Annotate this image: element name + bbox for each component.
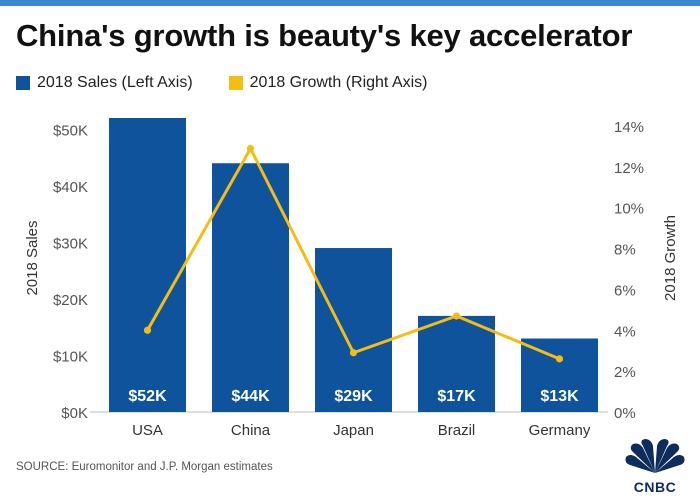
bar-value-label-germany: $13K [540,388,579,405]
x-tick-label-germany: Germany [529,422,591,439]
y-right-tick-label: 10% [614,201,644,218]
y-right-tick-label: 2% [614,364,636,381]
y-left-tick-label: $20K [53,292,88,309]
y-right-tick-label: 12% [614,160,644,177]
bar-value-label-japan: $29K [334,388,373,405]
y-left-axis-title: 2018 Sales [24,220,41,295]
logo-wordmark: CNBC [634,479,676,495]
legend-item-growth: 2018 Growth (Right Axis) [228,74,428,92]
chart-title: China's growth is beauty's key accelerat… [16,18,633,53]
y-right-tick-label: 8% [614,242,636,259]
legend-label-sales: 2018 Sales (Left Axis) [37,74,193,91]
bar-usa [109,118,186,412]
bar-japan [315,248,392,412]
y-right-tick-label: 0% [614,405,636,422]
legend-label-growth: 2018 Growth (Right Axis) [249,74,428,91]
bar-value-label-brazil: $17K [437,388,476,405]
x-tick-label-brazil: Brazil [438,422,476,439]
peacock-icon [625,439,685,473]
cnbc-logo: CNBC [625,439,685,495]
chart-legend: 2018 Sales (Left Axis) 2018 Growth (Righ… [16,73,464,93]
y-right-tick-label: 6% [614,282,636,299]
y-left-tick-label: $50K [53,122,88,139]
legend-swatch-growth [228,76,243,90]
growth-point-usa [143,326,152,334]
legend-swatch-sales [16,76,30,90]
y-left-tick-label: $40K [53,179,88,196]
growth-point-japan [349,349,358,357]
y-right-tick-label: 4% [614,323,636,340]
source-note: SOURCE: Euromonitor and J.P. Morgan esti… [16,461,273,473]
growth-point-china [246,144,255,153]
y-left-tick-label: $30K [53,235,88,252]
bar-brazil [418,315,495,412]
x-tick-label-usa: USA [132,422,163,439]
bar-germany [521,338,598,412]
bar-value-label-china: $44K [231,388,270,405]
bar-value-label-usa: $52K [128,388,167,405]
growth-point-germany [555,355,564,363]
y-left-tick-label: $10K [53,348,88,365]
legend-item-sales: 2018 Sales (Left Axis) [16,74,193,92]
y-right-axis-title: 2018 Growth [662,215,679,301]
x-tick-label-china: China [231,422,271,439]
brand-top-bar [0,0,700,6]
growth-point-brazil [452,312,461,320]
y-right-tick-label: 14% [614,119,644,136]
y-left-tick-label: $0K [61,405,88,422]
bar-china [212,163,289,412]
x-tick-label-japan: Japan [333,422,374,439]
